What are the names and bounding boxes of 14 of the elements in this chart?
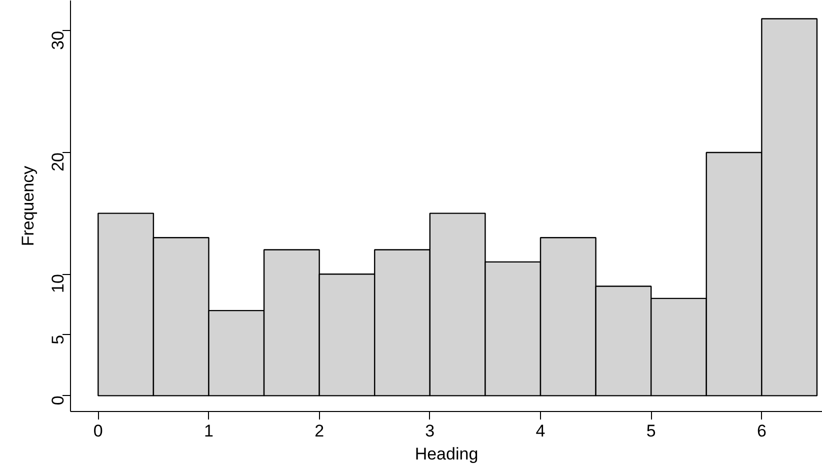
x-tick-label: 0: [93, 422, 103, 440]
x-tick-label: 6: [756, 422, 766, 440]
x-axis-title: Heading: [414, 444, 478, 464]
x-tick-label: 3: [425, 422, 435, 440]
y-tick-label: 30: [48, 30, 68, 50]
x-tick-label: 5: [646, 422, 656, 440]
y-tick-label: 0: [48, 396, 68, 406]
y-tick-label: 10: [48, 274, 68, 294]
x-tick-label: 1: [204, 422, 214, 440]
y-tick-label: 5: [48, 334, 68, 344]
x-tick-label: 4: [536, 422, 546, 440]
x-tick-label: 2: [314, 422, 324, 440]
y-tick-label: 20: [48, 152, 68, 172]
y-axis-title: Frequency: [18, 165, 38, 246]
